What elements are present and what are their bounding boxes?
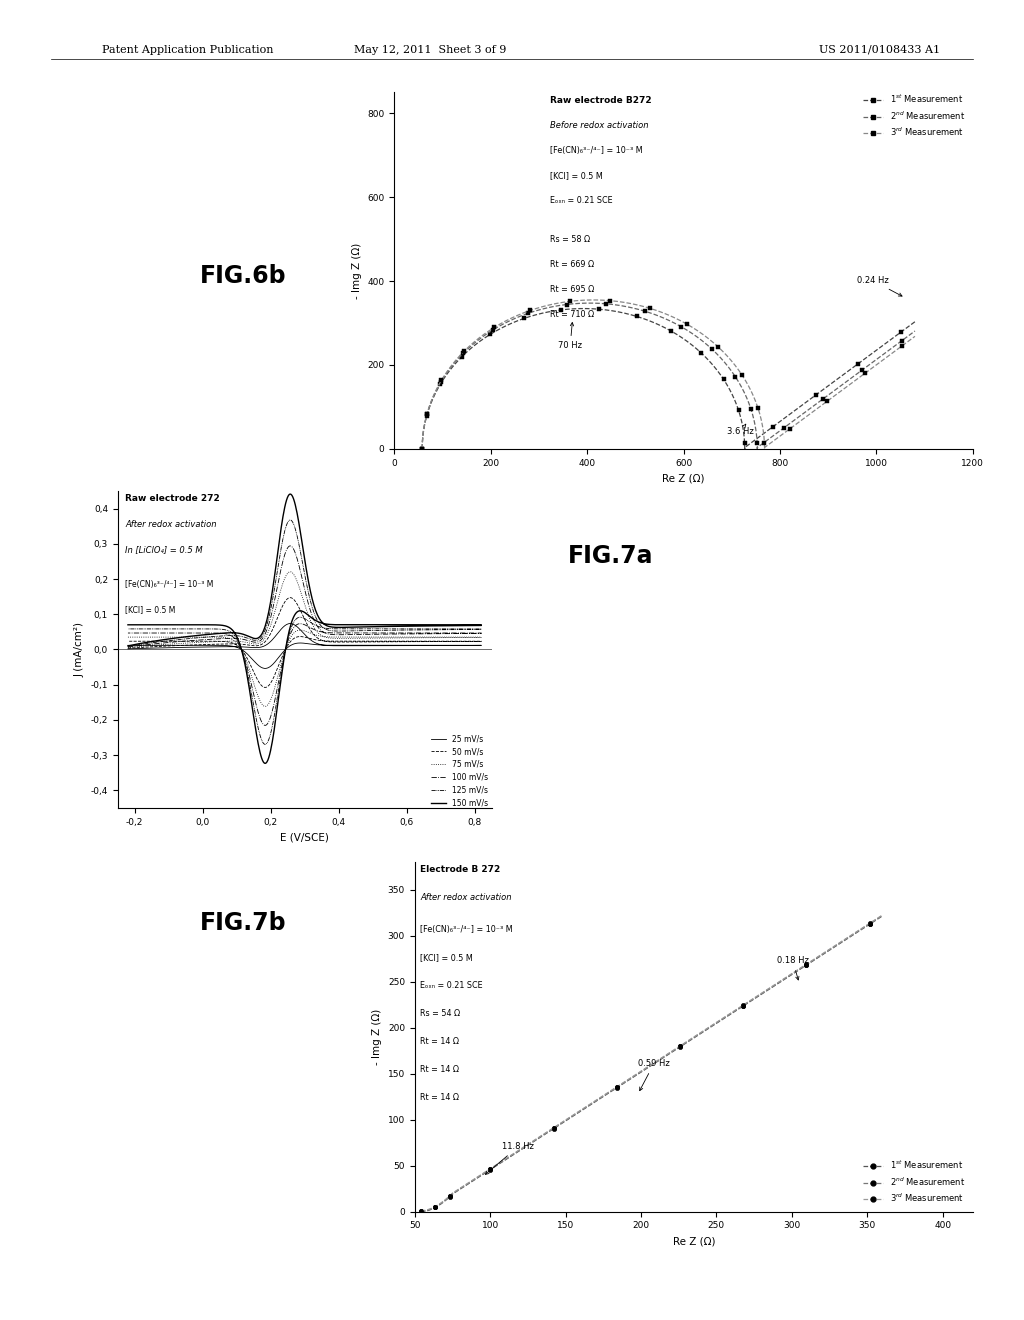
Text: Patent Application Publication: Patent Application Publication (102, 45, 273, 55)
Text: Raw electrode 272: Raw electrode 272 (125, 494, 220, 503)
Text: Electrode B 272: Electrode B 272 (420, 866, 501, 874)
Y-axis label: - Img Z (Ω): - Img Z (Ω) (372, 1008, 382, 1065)
Text: 0.18 Hz: 0.18 Hz (777, 956, 809, 979)
Text: [KCl] = 0.5 M: [KCl] = 0.5 M (420, 953, 473, 962)
X-axis label: Re Z (Ω): Re Z (Ω) (663, 473, 705, 483)
Text: In [LiClO₄] = 0.5 M: In [LiClO₄] = 0.5 M (125, 545, 203, 554)
Text: [KCl] = 0.5 M: [KCl] = 0.5 M (125, 605, 175, 614)
Text: 70 Hz: 70 Hz (558, 322, 583, 350)
Text: May 12, 2011  Sheet 3 of 9: May 12, 2011 Sheet 3 of 9 (354, 45, 506, 55)
Text: Eₒₓₙ = 0.21 SCE: Eₒₓₙ = 0.21 SCE (420, 981, 483, 990)
Text: 0.59 Hz: 0.59 Hz (638, 1060, 670, 1090)
Text: FIG.7b: FIG.7b (200, 911, 287, 935)
Text: Eₒₓₙ = 0.21 SCE: Eₒₓₙ = 0.21 SCE (551, 195, 613, 205)
Text: [Fe(CN)₆³⁻/⁴⁻] = 10⁻³ M: [Fe(CN)₆³⁻/⁴⁻] = 10⁻³ M (420, 925, 513, 935)
X-axis label: E (V/SCE): E (V/SCE) (281, 832, 329, 842)
Text: Rt = 14 Ω: Rt = 14 Ω (420, 1065, 460, 1074)
Text: Rt = 710 Ω: Rt = 710 Ω (551, 310, 595, 319)
Legend: 1$^{st}$ Measurement, 2$^{nd}$ Measurement, 3$^{rd}$ Measurement: 1$^{st}$ Measurement, 2$^{nd}$ Measureme… (859, 90, 969, 141)
Text: 0.24 Hz: 0.24 Hz (857, 276, 902, 296)
Y-axis label: - Img Z (Ω): - Img Z (Ω) (351, 243, 361, 298)
Text: [Fe(CN)₆³⁻/⁴⁻] = 10⁻³ M: [Fe(CN)₆³⁻/⁴⁻] = 10⁻³ M (125, 579, 214, 589)
Text: Rt = 14 Ω: Rt = 14 Ω (420, 1093, 460, 1102)
Text: Raw electrode B272: Raw electrode B272 (551, 96, 652, 106)
Text: 11.8 Hz: 11.8 Hz (485, 1142, 535, 1175)
Text: [Fe(CN)₆³⁻/⁴⁻] = 10⁻³ M: [Fe(CN)₆³⁻/⁴⁻] = 10⁻³ M (551, 145, 643, 154)
Text: Rt = 669 Ω: Rt = 669 Ω (551, 260, 595, 269)
Text: Rt = 695 Ω: Rt = 695 Ω (551, 285, 595, 294)
Y-axis label: J (mA/cm²): J (mA/cm²) (75, 622, 85, 677)
Text: Rs = 58 Ω: Rs = 58 Ω (551, 235, 591, 244)
Legend: 25 mV/s, 50 mV/s, 75 mV/s, 100 mV/s, 125 mV/s, 150 mV/s: 25 mV/s, 50 mV/s, 75 mV/s, 100 mV/s, 125… (428, 731, 492, 810)
Text: After redox activation: After redox activation (420, 894, 512, 903)
Legend: 1$^{st}$ Measurement, 2$^{nd}$ Measurement, 3$^{rd}$ Measurement: 1$^{st}$ Measurement, 2$^{nd}$ Measureme… (859, 1155, 969, 1208)
Text: 3.6 Hz: 3.6 Hz (727, 424, 754, 436)
Text: FIG.7a: FIG.7a (568, 544, 653, 568)
Text: FIG.6b: FIG.6b (200, 264, 287, 288)
Text: US 2011/0108433 A1: US 2011/0108433 A1 (819, 45, 940, 55)
Text: Rt = 14 Ω: Rt = 14 Ω (420, 1038, 460, 1045)
Text: Rs = 54 Ω: Rs = 54 Ω (420, 1008, 461, 1018)
Text: After redox activation: After redox activation (125, 520, 217, 528)
X-axis label: Re Z (Ω): Re Z (Ω) (673, 1236, 715, 1246)
Text: Before redox activation: Before redox activation (551, 121, 649, 129)
Text: [KCl] = 0.5 M: [KCl] = 0.5 M (551, 170, 603, 180)
